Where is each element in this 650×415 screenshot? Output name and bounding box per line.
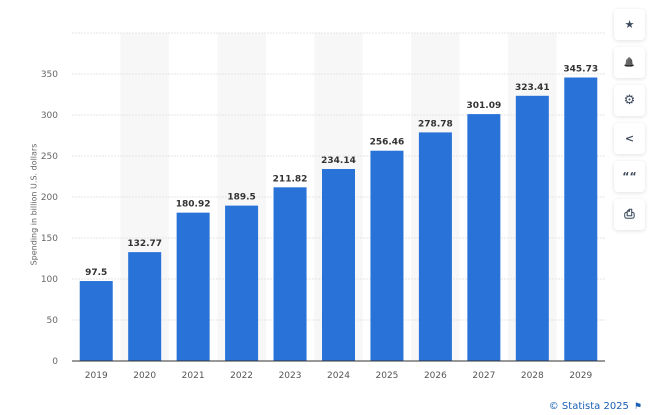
statista-copyright-link[interactable]: © Statista 2025 [548, 401, 629, 412]
x-tick-label: 2027 [472, 371, 495, 381]
cite-button[interactable]: ““ [614, 161, 645, 192]
y-tick-label: 100 [41, 275, 58, 285]
y-tick-label: 250 [41, 152, 58, 162]
x-tick-label: 2023 [279, 371, 302, 381]
share-button[interactable]: < [614, 123, 645, 154]
gear-icon: ⚙ [623, 93, 636, 108]
x-tick-label: 2022 [230, 371, 253, 381]
y-axis-label: Spending in billion U.S. dollars [29, 143, 39, 266]
settings-button[interactable]: ⚙ [614, 85, 645, 116]
action-sidebar: ★ 🔔 ⚙ < ““ ⎙ [614, 9, 645, 230]
data-label: 256.46 [370, 138, 405, 148]
x-tick-label: 2026 [424, 371, 447, 381]
quote-icon: ““ [622, 170, 637, 183]
flag-icon[interactable]: ⚑ [633, 401, 642, 412]
data-label: 211.82 [273, 174, 308, 184]
bar-2019 [79, 281, 113, 361]
bar-2028 [515, 95, 549, 361]
star-icon: ★ [624, 18, 635, 31]
data-label: 180.92 [176, 200, 211, 210]
star-button[interactable]: ★ [614, 9, 645, 40]
bar-2021 [176, 212, 210, 361]
data-label: 323.41 [515, 83, 550, 93]
bar-2020 [128, 252, 162, 361]
x-tick-label: 2021 [182, 371, 205, 381]
notification-button[interactable]: 🔔 [614, 47, 645, 78]
x-tick-label: 2029 [569, 371, 592, 381]
share-icon: < [624, 132, 635, 145]
data-label: 345.73 [563, 65, 598, 75]
y-tick-label: 350 [41, 70, 58, 80]
bar-2029 [564, 77, 598, 361]
y-tick-label: 300 [41, 111, 58, 121]
bar-2025 [370, 150, 404, 361]
footer: © Statista 2025 ⚑ [549, 401, 642, 412]
print-icon: ⎙ [624, 207, 635, 222]
bell-icon: 🔔 [623, 57, 636, 68]
x-tick-label: 2025 [376, 371, 399, 381]
x-tick-label: 2020 [133, 371, 156, 381]
y-tick-label: 50 [47, 316, 59, 326]
y-tick-label: 200 [41, 193, 58, 203]
x-tick-label: 2024 [327, 371, 350, 381]
bar-2022 [225, 205, 259, 361]
x-tick-label: 2019 [85, 371, 108, 381]
x-tick-label: 2028 [521, 371, 544, 381]
bar-2026 [418, 132, 452, 361]
data-label: 301.09 [466, 101, 501, 111]
print-button[interactable]: ⎙ [614, 199, 645, 230]
data-label: 97.5 [85, 268, 107, 278]
data-label: 189.5 [227, 193, 255, 203]
data-label: 278.78 [418, 119, 453, 129]
bar-2027 [467, 114, 501, 361]
y-tick-label: 0 [52, 357, 58, 367]
data-label: 132.77 [127, 239, 162, 249]
data-label: 234.14 [321, 156, 356, 166]
y-tick-label: 150 [41, 234, 58, 244]
bar-chart: 0 50 100 150 200 250 300 350 97.5 2019 132.77 2020 1… [41, 32, 605, 381]
bar-2023 [273, 187, 307, 361]
bar-2024 [322, 169, 355, 361]
